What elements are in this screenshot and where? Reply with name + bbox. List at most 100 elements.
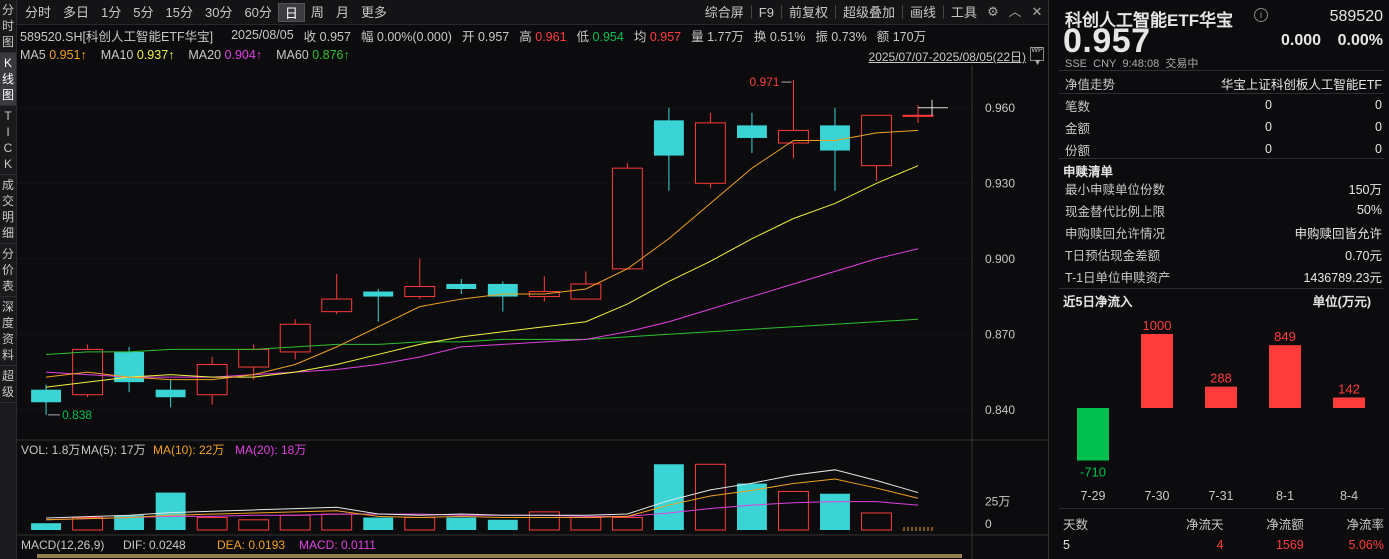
date-range-selector[interactable]: 2025/07/07-2025/08/05(22日) [868,50,1026,64]
volume-bar [279,514,311,531]
subscribe-row: T-1日单位申赎资产 1436789.23元 [1065,266,1382,286]
ma60-legend: MA60 0.876↑ [276,48,350,62]
volume-bar [694,463,726,531]
chevron-up-icon[interactable]: ︿ [1008,4,1022,19]
row-label: 申购赎回允许情况 [1065,226,1166,241]
sidebar-tab-char: I [6,125,10,139]
ma10-line [46,165,919,388]
sidebar-tab-char: 时 [1,19,14,33]
tool-button[interactable]: 画线 [909,4,936,20]
volume-ma10-line [46,501,919,521]
row-value: 申购赎回皆允许 [1294,226,1382,241]
y-tick-label: 0.900 [985,252,1015,266]
sidebar-tab[interactable]: 分价表 [0,244,16,297]
candle-body [31,389,62,403]
subscribe-row: 现金替代比例上限 50% [1065,200,1382,220]
nav-row[interactable]: 净值走势 华宝上证科创板人工智能ETF [1065,77,1382,92]
row-label: 最小申赎单位份数 [1065,182,1166,197]
flow-category-label: 7-29 [1080,489,1105,503]
period-tab[interactable]: 分时 [25,4,52,20]
low-price-marker: 0.838 [62,408,92,422]
volume-bar [528,511,560,531]
flow-value-label: 288 [1210,371,1232,386]
close-icon[interactable]: ✕ [1031,4,1043,19]
settings-gear-icon[interactable]: ⚙ [987,4,999,19]
tool-separator [901,5,903,19]
sidebar-tab-char: 图 [1,35,14,49]
sidebar-tab[interactable]: 成交明细 [0,175,16,244]
period-tab[interactable]: 1分 [101,4,122,20]
wp-icon[interactable]: WP [1030,47,1044,61]
volume-bar [653,464,684,530]
sidebar-tab-char: 图 [1,88,14,102]
net-inflow-chart: -710 7-29 1000 7-30 288 7-31 849 8-1 142 8-4 [1077,318,1365,503]
bar-date: 2025/08/05 [231,28,294,42]
flow-category-label: 7-31 [1208,489,1233,503]
flow-value-label: 142 [1338,381,1360,396]
tool-button[interactable]: F9 [758,4,774,20]
high-value: 高 0.961 [519,29,567,44]
sidebar-tab-char: T [4,109,12,123]
volume-y-tick: 25万 [985,495,1010,509]
info-icon[interactable]: i [1254,8,1268,22]
flow-bar [1333,397,1365,408]
tool-button[interactable]: 综合屏 [704,4,744,20]
volume-value: 量 1.77万 [691,29,744,44]
subscribe-row: 申购赎回允许情况 申购赎回皆允许 [1065,222,1382,242]
kline-svg[interactable]: 0.960 0.930 0.900 0.870 0.840 0.971 0.838 VOL: … [17,65,1048,559]
ma5-legend: MA5 0.951↑ [20,48,87,62]
fund-code: 589520 [1329,8,1383,25]
volume-bar [31,523,62,530]
period-tab[interactable]: 15分 [165,4,193,20]
turnover-value: 换 0.51% [753,29,806,44]
row-value-b: 0 [1375,98,1382,112]
sidebar-tab-char: 明 [1,210,14,224]
period-tab[interactable]: 月 [335,4,349,20]
macd-legend-label: MACD(12,26,9) [21,538,104,552]
volume-bar [902,527,934,531]
ma10-legend: MA10 0.937↑ [100,48,175,62]
sidebar-tab-char: 料 [1,348,14,362]
sidebar-tab-char: 细 [1,226,14,240]
period-tab[interactable]: 更多 [360,4,387,20]
summary-headers: 天数 净流天 净流额 净流率 [1063,514,1384,533]
tool-button[interactable]: 前复权 [788,4,828,20]
nav-table-row: 笔数 0 0 [1065,95,1382,115]
dropdown-triangle-icon[interactable]: ▼ [1033,57,1042,67]
amplitude-change: 幅 0.00%(0.000) [360,29,452,44]
volume-y-tick: 0 [985,517,992,531]
tool-button[interactable]: 工具 [950,4,977,20]
sidebar-tab[interactable]: 深度资料 [0,297,16,366]
row-value-a: 0 [1265,98,1272,112]
period-tab[interactable]: 周 [310,4,324,20]
sidebar-tab-char: 深 [1,300,14,314]
period-tab[interactable]: 5分 [133,4,154,20]
row-value-a: 0 [1265,120,1272,134]
candle-body [861,114,892,167]
flow-value-label: -710 [1080,465,1106,480]
kline-chart-area[interactable]: 0.960 0.930 0.900 0.870 0.840 0.971 0.838 VOL: … [17,65,1048,559]
ma-legend-bar: MA5 0.951↑ MA10 0.937↑ MA20 0.904↑ MA60 … [17,45,1048,67]
volume-legend-label: MA(10): 22万 [153,443,224,457]
tool-button[interactable]: 超级叠加 [842,4,895,20]
period-tab[interactable]: 日 [277,2,305,22]
period-tab[interactable]: 60分 [244,4,272,20]
sidebar-tab-char: 表 [1,279,14,293]
nav-table-row: 份额 0 0 [1065,139,1382,159]
divider [1059,158,1384,159]
sidebar-tab[interactable]: 超级 [0,366,16,403]
period-tab[interactable]: 多日 [63,4,90,20]
ma20-line [46,248,919,378]
ma20-legend: MA20 0.904↑ [188,48,263,62]
flow-category-label: 8-1 [1276,489,1294,503]
period-toolbar: 分时 多日 1分 5分 15分 30分 60分日周月更多 综合屏 F9 前复权 超级叠加 画线 工具 … [17,0,1048,25]
fund-title: 科创人工智能ETF华宝 [1065,11,1234,30]
row-value: 1436789.23元 [1303,270,1382,285]
close-value: 收 0.957 [303,29,351,44]
period-tab[interactable]: 30分 [204,4,233,20]
sidebar-tab[interactable]: 分时图 [0,0,16,53]
candle-body [446,283,477,289]
